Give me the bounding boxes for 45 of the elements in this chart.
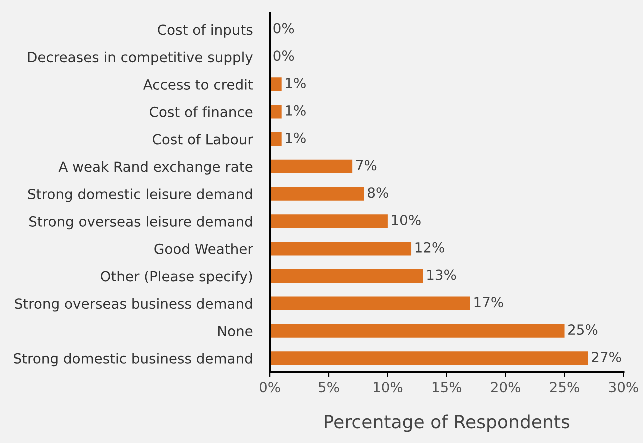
x-tick-label: 20% <box>491 382 520 393</box>
data-label: 17% <box>474 297 504 308</box>
data-label: 13% <box>428 270 456 280</box>
y-tick-label: Strong domestic business demand <box>14 353 252 367</box>
x-tick-label: 10% <box>374 382 403 393</box>
data-label: 7% <box>356 160 377 171</box>
data-label: 1% <box>286 105 306 116</box>
y-tick-label: Access to credit <box>143 79 254 90</box>
bar <box>270 214 388 228</box>
y-tick-label: Good Weather <box>154 244 254 254</box>
data-label: 25% <box>568 324 598 336</box>
bar <box>270 132 282 146</box>
data-label: 12% <box>416 242 444 253</box>
data-label: 8% <box>368 188 388 198</box>
y-tick-label: Strong domestic leisure demand <box>28 188 252 202</box>
x-axis-title: Percentage of Respondents <box>325 414 570 432</box>
bar <box>270 187 364 201</box>
y-tick-label: Cost of Labour <box>153 134 254 145</box>
data-label: 1% <box>286 132 306 144</box>
y-tick-label: Cost of finance <box>150 106 253 118</box>
y-tick-label: Decreases in competitive supply <box>28 52 253 66</box>
y-tick-label: A weak Rand exchange rate <box>58 161 253 175</box>
bar <box>270 242 412 256</box>
y-tick-label: Other (Please specify) <box>101 270 252 284</box>
x-tick-label: 5% <box>319 382 340 393</box>
y-tick-label: Strong overseas leisure demand <box>30 216 252 230</box>
x-tick-label: 0% <box>260 382 280 393</box>
bar <box>270 78 282 92</box>
bar <box>270 160 353 174</box>
data-label: 27% <box>592 352 622 362</box>
data-label: 10% <box>392 214 421 226</box>
x-tick-label: 30% <box>609 382 638 393</box>
bar <box>270 296 470 310</box>
bar <box>270 105 282 119</box>
bar <box>270 352 588 366</box>
data-label: 1% <box>286 78 306 89</box>
y-tick-label: Strong overseas business demand <box>15 298 252 312</box>
bar <box>270 324 565 338</box>
bar <box>270 269 424 284</box>
x-tick-label: 25% <box>550 382 580 393</box>
data-label: 0% <box>274 50 294 62</box>
data-label: 0% <box>274 23 294 34</box>
x-tick-label: 15% <box>432 382 462 393</box>
y-tick-label: None <box>218 326 253 337</box>
y-tick-label: Cost of inputs <box>158 24 253 38</box>
